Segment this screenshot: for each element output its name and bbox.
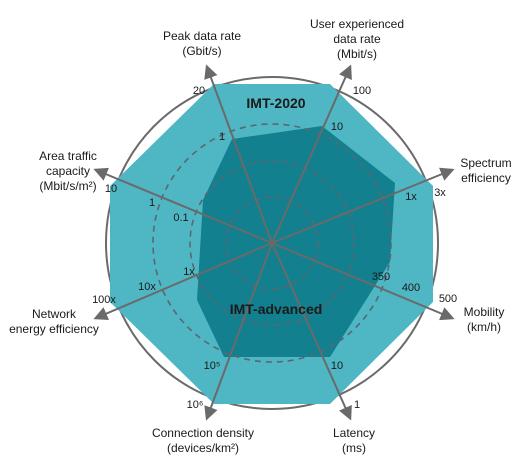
axis-connection	[204, 242, 273, 421]
inner-value-energy: 1x	[183, 266, 195, 278]
imt-advanced-area	[197, 126, 395, 357]
outer-boundary-circle	[105, 76, 439, 410]
inner-value-user: 10	[331, 121, 343, 133]
outer-value-energy: 100x	[92, 294, 116, 306]
imt-2020-title: IMT-2020	[246, 95, 305, 111]
mid-value-mobility: 400	[402, 282, 420, 294]
inner-value-connection: 10⁵	[204, 360, 221, 372]
axis-energy	[93, 242, 273, 321]
inner-value-peak: 1	[219, 131, 225, 143]
inner-value-latency: 10	[331, 360, 343, 372]
axis-label-mobility: Mobility (km/h)	[464, 305, 505, 334]
axis-spectrum	[271, 167, 455, 244]
outer-value-spectrum: 3x	[434, 187, 446, 199]
inner-value-area: 0.1	[173, 212, 188, 224]
imt-advanced-title: IMT-advanced	[230, 301, 323, 317]
outer-value-connection: 10⁶	[187, 399, 204, 411]
axis-mobility	[271, 242, 455, 321]
axis-label-peak: Peak data rate (Gbit/s)	[163, 29, 241, 58]
outer-value-area: 10	[105, 183, 117, 195]
axis-latency	[271, 242, 352, 421]
axis-label-spectrum: Spectrum efficiency	[460, 156, 511, 185]
outer-value-user: 100	[353, 85, 371, 97]
axis-label-latency: Latency (ms)	[333, 426, 375, 455]
mid-value-energy: 10x	[138, 281, 156, 293]
dashed-ring-middle	[189, 160, 355, 326]
axis-peak	[204, 64, 273, 244]
axis-area	[93, 167, 273, 244]
axis-user	[271, 64, 352, 244]
mid-value-area: 1	[149, 197, 155, 209]
axis-label-user: User experienced data rate (Mbit/s)	[310, 17, 404, 61]
outer-value-latency: 1	[354, 399, 360, 411]
outer-value-peak: 20	[193, 85, 205, 97]
dashed-ring-outer	[152, 123, 392, 363]
axis-labels-group: Peak data rate (Gbit/s) User experienced da…	[9, 17, 512, 455]
inner-value-spectrum: 1x	[405, 191, 417, 203]
axis-label-connection: Connection density (devices/km²)	[152, 426, 254, 455]
dashed-ring-inner	[225, 196, 319, 290]
inner-value-mobility: 350	[372, 271, 390, 283]
axes-group	[93, 64, 455, 421]
axis-label-area: Area traffic capacity (Mbit/s/m²)	[39, 149, 97, 193]
outer-value-mobility: 500	[439, 293, 457, 305]
tick-values-group: 20 1 100 10 3x 1x 500 350 400 1 10 10⁶ 10⁵ 100x 1x 10 0.…	[92, 85, 457, 411]
axis-label-energy: Network energy efficiency	[9, 307, 99, 336]
